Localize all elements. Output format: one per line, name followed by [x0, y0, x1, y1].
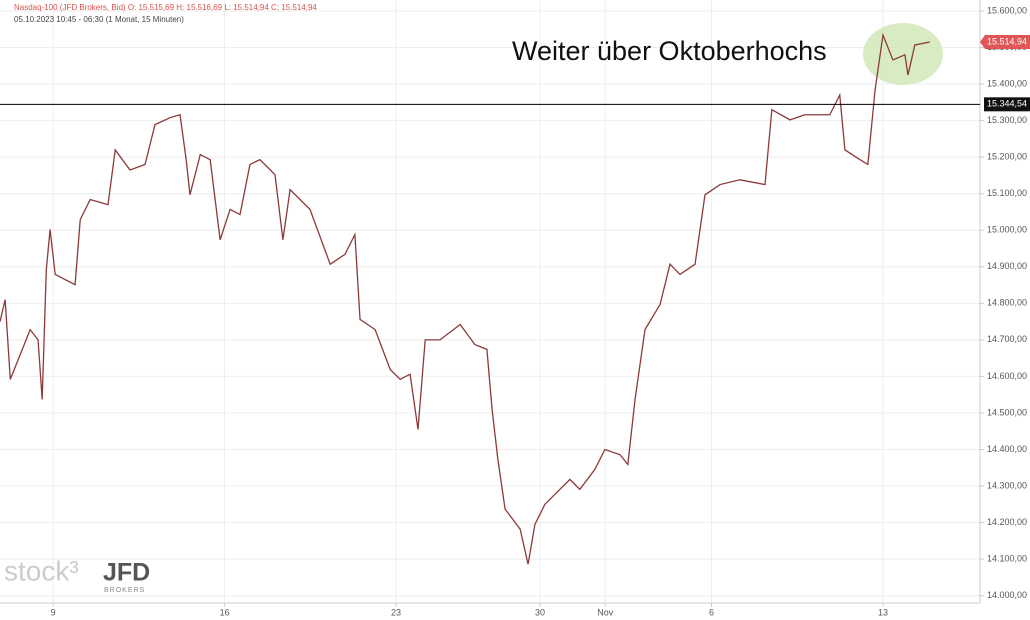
y-tick-label: 14.600,00: [987, 371, 1027, 381]
logo-jfd: JFD: [103, 559, 150, 587]
last-price-tag: [980, 35, 1030, 50]
y-tick-label: 14.200,00: [987, 517, 1027, 527]
y-tick-label: 14.900,00: [987, 261, 1027, 271]
y-tick-label: 15.600,00: [987, 5, 1027, 15]
price-line: [0, 32, 931, 565]
x-tick-label: 23: [391, 607, 401, 617]
x-tick-label: 30: [535, 607, 545, 617]
reference-label: 15.344,54: [987, 99, 1027, 109]
x-tick-label: 13: [878, 607, 888, 617]
chart-title: Nasdaq-100 (JFD Brokers, Bid) O: 15.515,…: [14, 3, 317, 12]
logo-brokers: BROKERS: [104, 587, 145, 594]
reference-tag: [984, 97, 1030, 112]
y-tick-label: 14.100,00: [987, 554, 1027, 564]
y-tick-label: 15.300,00: [987, 115, 1027, 125]
y-tick-label: 14.700,00: [987, 334, 1027, 344]
y-tick-label: 15.400,00: [987, 78, 1027, 88]
chart-subtitle: 05.10.2023 10:45 - 06:30 (1 Monat, 15 Mi…: [14, 15, 184, 24]
y-tick-label: 14.400,00: [987, 444, 1027, 454]
logo-stock: stock³: [4, 555, 79, 586]
y-tick-label: 15.200,00: [987, 152, 1027, 162]
y-tick-label: 15.000,00: [987, 225, 1027, 235]
x-tick-label: 16: [220, 607, 230, 617]
y-tick-label: 14.300,00: [987, 480, 1027, 490]
last-price-label: 15.514,94: [987, 36, 1027, 46]
y-tick-label: 14.500,00: [987, 407, 1027, 417]
x-tick-label: 6: [709, 607, 714, 617]
y-tick-label: 14.800,00: [987, 298, 1027, 308]
highlight: [863, 23, 943, 85]
x-tick-label: Nov: [597, 607, 614, 617]
y-tick-label: 15.100,00: [987, 188, 1027, 198]
annotation: Weiter über Oktoberhochs: [512, 36, 827, 66]
x-tick-label: 9: [51, 607, 56, 617]
y-tick-label: 14.000,00: [987, 590, 1027, 600]
